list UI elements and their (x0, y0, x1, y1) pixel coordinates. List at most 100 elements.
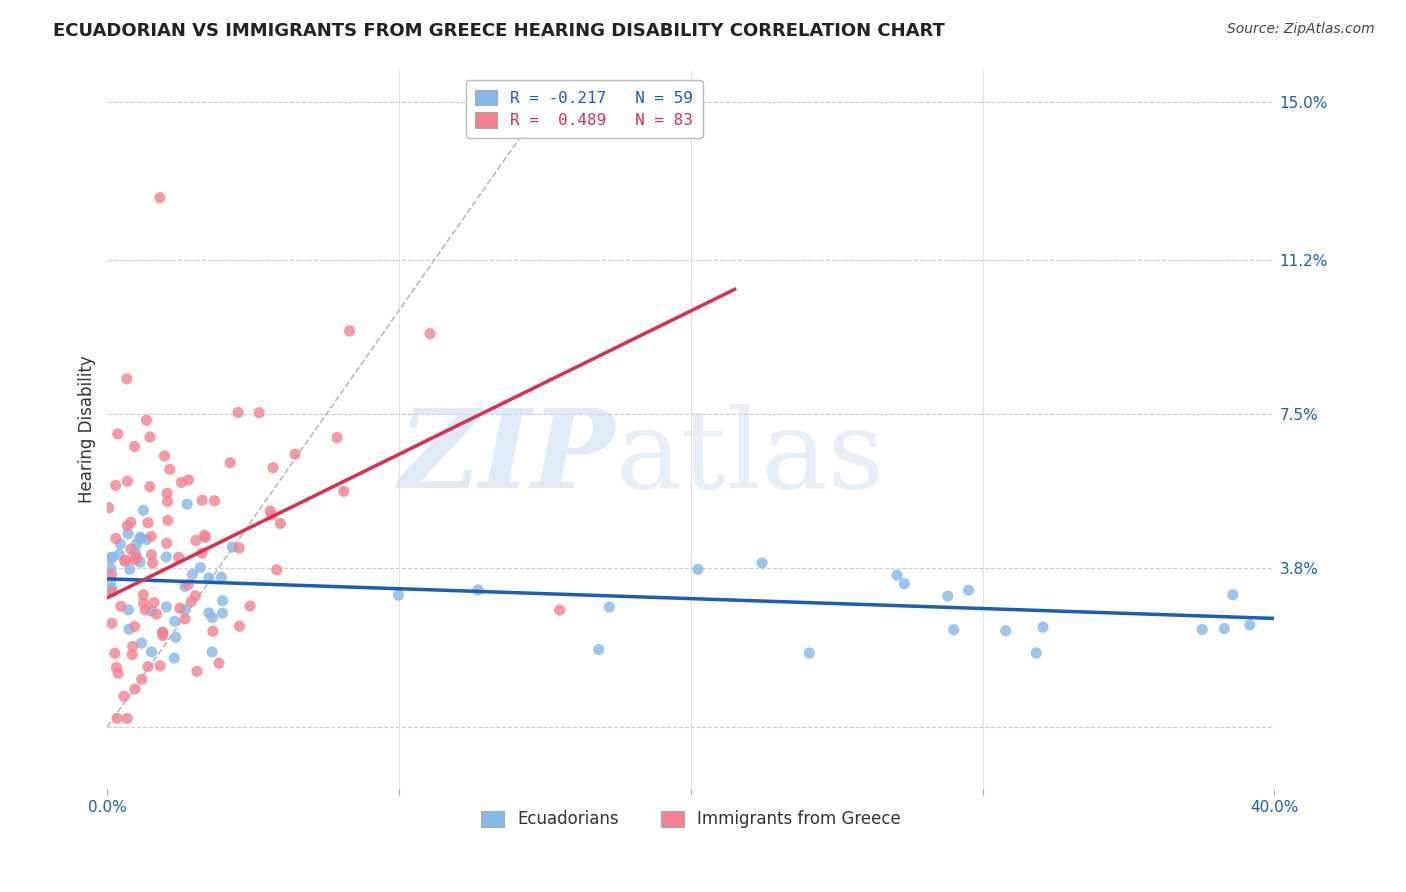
Point (239, 599, 262, 613)
Point (118, 562, 141, 576)
Point (1222, 588, 1244, 602)
Point (994, 624, 1017, 638)
Point (201, 610, 224, 624)
Point (211, 593, 233, 607)
Point (152, 625, 174, 640)
Point (181, 567, 204, 582)
Point (118, 622, 141, 636)
Point (176, 497, 198, 511)
Point (101, 550, 124, 565)
Point (153, 449, 176, 463)
Point (152, 628, 174, 642)
Point (117, 526, 139, 541)
Point (125, 550, 148, 565)
Point (1213, 622, 1236, 636)
Point (163, 651, 186, 665)
Point (167, 550, 190, 565)
Point (129, 530, 152, 544)
Point (136, 659, 159, 673)
Point (100, 550, 122, 565)
Point (269, 516, 291, 531)
Point (419, 326, 441, 341)
Point (125, 537, 148, 551)
Point (942, 623, 965, 637)
Point (112, 690, 135, 704)
Point (260, 508, 283, 522)
Point (132, 596, 155, 610)
Point (226, 405, 249, 419)
Point (143, 596, 166, 610)
Point (588, 642, 610, 657)
Point (105, 660, 128, 674)
Point (136, 516, 159, 530)
Point (124, 552, 146, 566)
Point (141, 529, 163, 543)
Point (132, 503, 155, 517)
Point (339, 324, 361, 338)
Point (326, 431, 349, 445)
Point (211, 606, 233, 620)
Point (107, 666, 129, 681)
Point (129, 531, 152, 545)
Text: Source: ZipAtlas.com: Source: ZipAtlas.com (1227, 22, 1375, 37)
Point (97, 500, 120, 515)
Point (193, 528, 215, 542)
Point (686, 562, 709, 576)
Point (228, 541, 250, 555)
Point (124, 545, 146, 559)
Point (110, 599, 132, 614)
Point (156, 536, 179, 550)
Point (107, 426, 129, 441)
Point (548, 603, 571, 617)
Point (100, 575, 122, 590)
Point (141, 604, 163, 618)
Point (262, 460, 284, 475)
Point (191, 546, 214, 560)
Point (115, 372, 138, 386)
Point (100, 560, 122, 574)
Point (209, 570, 232, 584)
Point (117, 474, 139, 488)
Point (247, 406, 270, 420)
Point (152, 625, 174, 640)
Point (142, 556, 165, 570)
Point (957, 583, 980, 598)
Point (115, 711, 138, 725)
Point (139, 430, 162, 444)
Point (799, 646, 821, 660)
Point (174, 612, 197, 626)
Point (149, 191, 172, 205)
Point (1025, 646, 1047, 660)
Point (201, 624, 224, 639)
Point (191, 493, 214, 508)
Point (114, 554, 136, 568)
Point (204, 493, 226, 508)
Point (104, 478, 127, 492)
Point (135, 413, 157, 427)
Point (188, 560, 211, 574)
Point (124, 619, 146, 633)
Point (198, 606, 221, 620)
Point (598, 600, 620, 615)
Point (177, 578, 200, 592)
Point (135, 533, 157, 547)
Point (139, 480, 162, 494)
Point (180, 594, 202, 608)
Point (155, 549, 177, 564)
Point (751, 556, 773, 570)
Text: ECUADORIAN VS IMMIGRANTS FROM GREECE HEARING DISABILITY CORRELATION CHART: ECUADORIAN VS IMMIGRANTS FROM GREECE HEA… (53, 22, 945, 40)
Point (115, 553, 138, 567)
Point (129, 555, 152, 569)
Point (1032, 620, 1054, 634)
Point (110, 537, 132, 551)
Point (105, 711, 128, 725)
Text: atlas: atlas (614, 404, 884, 511)
Point (156, 486, 179, 500)
Point (141, 548, 163, 562)
Point (259, 504, 281, 518)
Point (387, 588, 409, 602)
Point (170, 475, 193, 490)
Point (174, 579, 197, 593)
Point (284, 447, 307, 461)
Point (124, 681, 146, 696)
